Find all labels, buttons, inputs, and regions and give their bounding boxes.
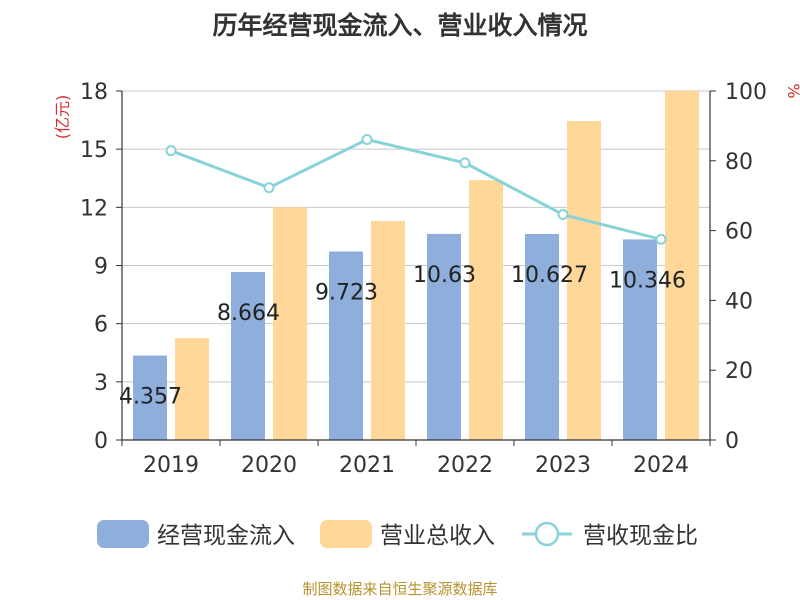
y-right-tick-label: 60 xyxy=(725,220,753,245)
bar-series xyxy=(133,91,699,440)
y-left-tick-label: 3 xyxy=(94,371,108,396)
y-left-tick-label: 0 xyxy=(94,429,108,454)
bar-revenue xyxy=(273,207,307,440)
bar-value-label: 9.723 xyxy=(315,280,378,305)
legend-label-cash: 经营现金流入 xyxy=(157,523,295,549)
bar-cash-inflow xyxy=(133,355,167,440)
bar-value-label: 10.627 xyxy=(511,263,588,288)
x-tick-label: 2022 xyxy=(437,453,493,478)
ratio-point xyxy=(361,134,373,146)
source-note: 制图数据来自恒生聚源数据库 xyxy=(302,580,498,598)
x-tick-label: 2021 xyxy=(339,453,395,478)
y-left-tick-label: 12 xyxy=(80,196,108,221)
ratio-point xyxy=(263,182,275,194)
y-left-tick-label: 15 xyxy=(80,138,108,163)
legend-label-revenue: 营业总收入 xyxy=(380,523,495,549)
ratio-point xyxy=(459,157,471,169)
bar-revenue xyxy=(665,91,699,440)
y-right-axis-title: % xyxy=(784,83,800,98)
legend-swatch-revenue xyxy=(320,520,372,548)
y-right-tick-label: 0 xyxy=(725,429,739,454)
bar-value-label: 4.357 xyxy=(119,385,182,410)
y-right-tick-label: 20 xyxy=(725,359,753,384)
bar-cash-inflow xyxy=(623,239,657,440)
bar-cash-inflow xyxy=(329,251,363,440)
ratio-point xyxy=(557,209,569,221)
bar-cash-inflow xyxy=(525,233,559,440)
bar-revenue xyxy=(371,220,405,440)
y-left-tick-label: 9 xyxy=(94,255,108,280)
y-left-tick-label: 18 xyxy=(80,80,108,105)
y-left-tick-label: 6 xyxy=(94,313,108,338)
bar-value-label: 10.63 xyxy=(413,263,476,288)
bar-revenue xyxy=(567,121,601,440)
legend-label-ratio: 营收现金比 xyxy=(583,523,698,549)
bar-revenue xyxy=(175,338,209,440)
x-tick-label: 2023 xyxy=(535,453,591,478)
legend-marker-ratio xyxy=(534,521,560,547)
x-tick-label: 2019 xyxy=(143,453,199,478)
axes: 0 3 6 9 12 15 18 0 20 40 60 80 100 (亿元)% 2019 2020 2021 2… xyxy=(53,80,800,478)
y-left-axis-title: (亿元) xyxy=(53,95,72,140)
ratio-line xyxy=(170,137,662,241)
y-right-tick-label: 40 xyxy=(725,289,753,314)
chart-title: 历年经营现金流入、营业收入情况 xyxy=(212,11,588,40)
legend[interactable]: 经营现金流入 营业总收入 营收现金比 xyxy=(97,520,698,549)
bar-cash-inflow xyxy=(427,233,461,440)
y-right-tick-label: 100 xyxy=(725,80,767,105)
bar-cash-inflow xyxy=(231,272,265,440)
ratio-point xyxy=(165,145,177,157)
x-tick-label: 2024 xyxy=(633,453,689,478)
data-labels: 4.357 8.664 9.723 10.63 10.627 10.346 xyxy=(119,263,686,410)
bar-value-label: 10.346 xyxy=(609,268,686,293)
x-tick-label: 2020 xyxy=(241,453,297,478)
bar-value-label: 8.664 xyxy=(217,301,280,326)
legend-swatch-cash xyxy=(97,520,149,548)
bar-revenue xyxy=(469,180,503,440)
line-series xyxy=(165,134,667,245)
y-right-tick-label: 80 xyxy=(725,150,753,175)
ratio-point xyxy=(655,233,667,245)
grid-lines xyxy=(122,90,710,383)
